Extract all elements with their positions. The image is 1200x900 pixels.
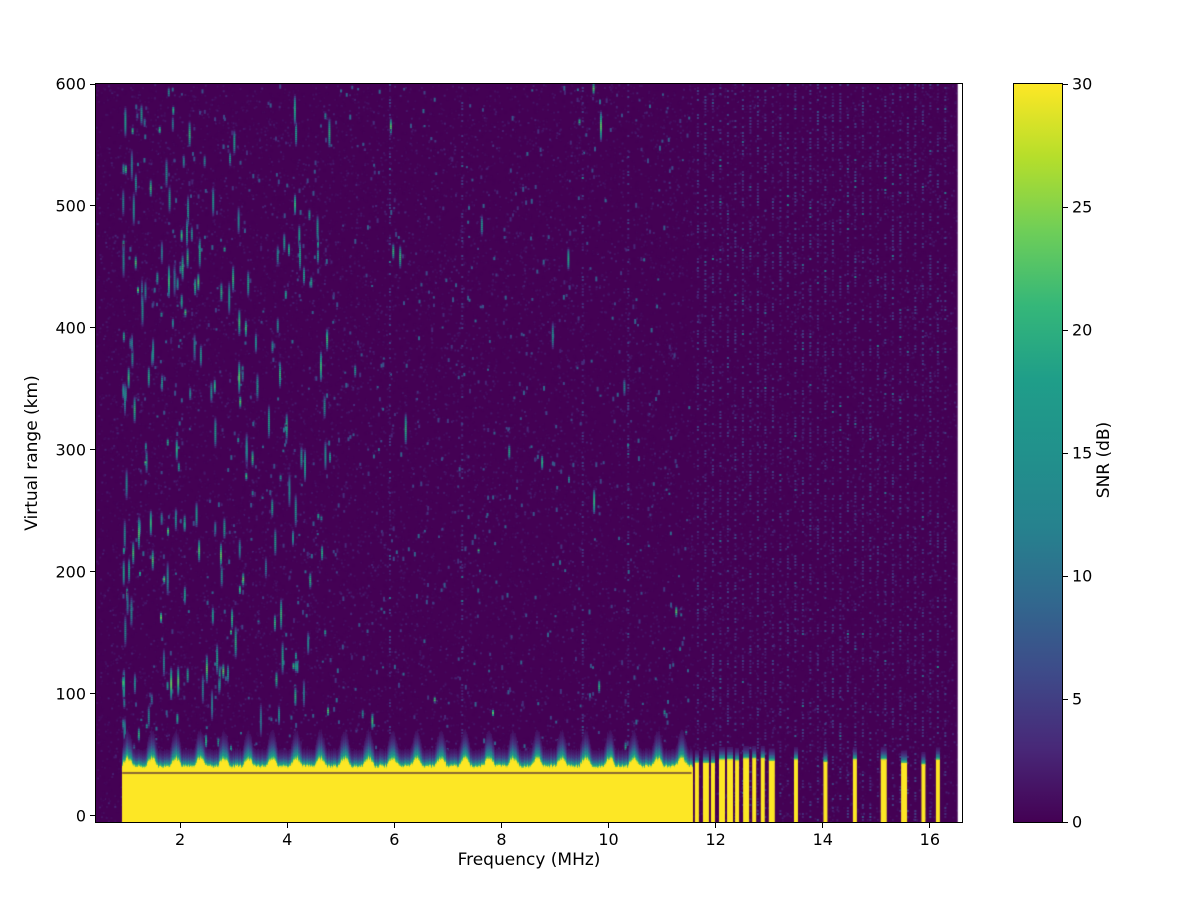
colorbar-gradient bbox=[1014, 84, 1062, 822]
x-tick-label: 16 bbox=[919, 830, 941, 849]
x-tick-label: 4 bbox=[282, 830, 293, 849]
y-tick-label: 400 bbox=[55, 318, 86, 338]
colorbar-tick-mark bbox=[1063, 329, 1068, 331]
y-tick-mark bbox=[90, 571, 95, 573]
x-tick-label: 2 bbox=[174, 830, 186, 849]
x-tick-mark bbox=[929, 823, 931, 828]
y-tick-label: 500 bbox=[55, 196, 86, 216]
heatmap-canvas bbox=[96, 84, 962, 822]
colorbar-tick-label: 25 bbox=[1072, 197, 1093, 217]
y-tick-mark bbox=[90, 693, 95, 695]
colorbar-tick-label: 30 bbox=[1072, 74, 1093, 94]
x-tick-mark bbox=[179, 823, 181, 828]
colorbar: 0 5 10 15 20 25 30 bbox=[1013, 75, 1092, 832]
y-tick-label: 200 bbox=[55, 562, 86, 582]
plot-area: 2 4 6 8 10 12 14 16 0 100 200 300 400 500 600 bbox=[55, 75, 963, 849]
colorbar-tick-mark bbox=[1063, 206, 1068, 208]
x-tick-mark bbox=[608, 823, 610, 828]
y-axis-label: Virtual range (km) bbox=[22, 375, 42, 531]
colorbar-tick-mark bbox=[1063, 83, 1068, 85]
colorbar-tick-label: 10 bbox=[1072, 566, 1093, 586]
colorbar-tick-mark bbox=[1063, 821, 1068, 823]
colorbar-tick-mark bbox=[1063, 575, 1068, 577]
x-tick-mark bbox=[715, 823, 717, 828]
colorbar-tick-label: 15 bbox=[1072, 443, 1093, 463]
colorbar-tick-mark bbox=[1063, 698, 1068, 700]
x-tick-label: 8 bbox=[496, 830, 507, 849]
colorbar-tick-label: 20 bbox=[1072, 320, 1093, 340]
colorbar-tick-label: 5 bbox=[1072, 689, 1083, 709]
y-tick-mark bbox=[90, 327, 95, 329]
x-tick-label: 10 bbox=[598, 830, 619, 849]
x-tick-mark bbox=[286, 823, 288, 828]
y-tick-mark bbox=[90, 815, 95, 817]
y-tick-label: 600 bbox=[55, 74, 86, 94]
x-tick-mark bbox=[822, 823, 824, 828]
x-tick-label: 6 bbox=[389, 830, 400, 849]
colorbar-label: SNR (dB) bbox=[1094, 421, 1114, 499]
y-tick-label: 0 bbox=[75, 806, 86, 826]
y-tick-mark bbox=[90, 83, 95, 85]
y-tick-label: 100 bbox=[55, 684, 86, 704]
x-axis-label: Frequency (MHz) bbox=[457, 850, 601, 870]
y-tick-mark bbox=[90, 205, 95, 207]
x-tick-mark bbox=[500, 823, 502, 828]
x-tick-label: 12 bbox=[705, 830, 726, 849]
y-tick-mark bbox=[90, 449, 95, 451]
x-tick-label: 14 bbox=[812, 830, 833, 849]
colorbar-tick-mark bbox=[1063, 452, 1068, 454]
colorbar-tick-label: 0 bbox=[1072, 812, 1083, 832]
y-tick-label: 300 bbox=[55, 440, 86, 460]
x-tick-mark bbox=[393, 823, 395, 828]
